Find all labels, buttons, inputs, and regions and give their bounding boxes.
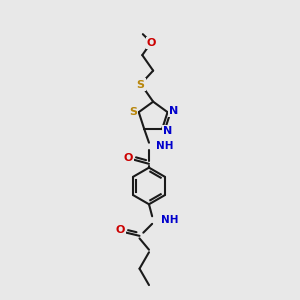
Text: S: S <box>137 80 145 90</box>
Text: O: O <box>115 226 124 236</box>
Text: O: O <box>147 38 156 48</box>
Text: NH: NH <box>161 215 178 225</box>
Text: N: N <box>163 126 172 136</box>
Text: O: O <box>123 152 133 163</box>
Text: NH: NH <box>156 142 173 152</box>
Text: S: S <box>129 107 137 117</box>
Text: N: N <box>169 106 178 116</box>
